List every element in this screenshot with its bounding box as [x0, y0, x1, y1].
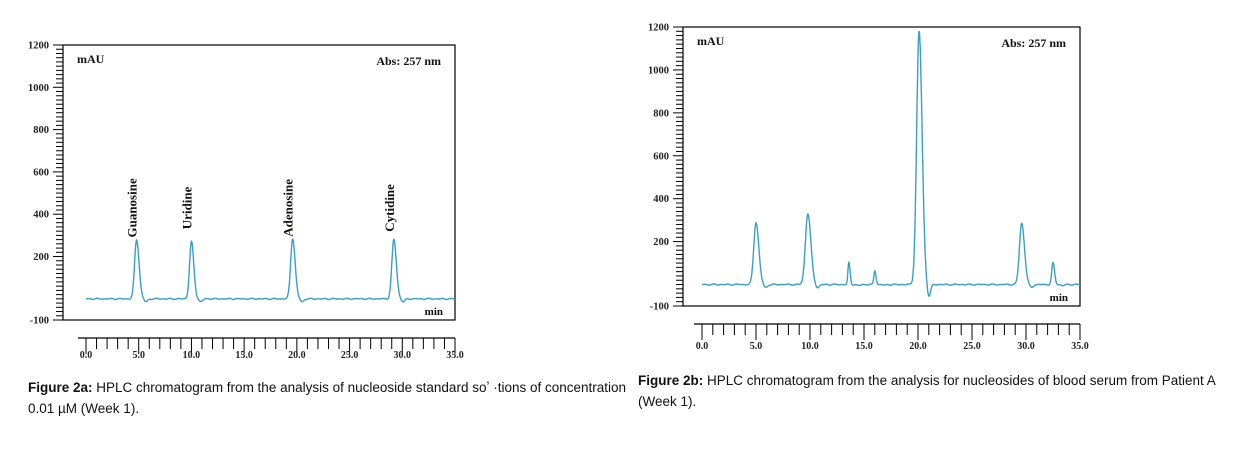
x-tick-label: 5.0 [750, 341, 763, 352]
y-tick-label: 1200 [648, 23, 669, 34]
chromatogram-figure-2a: -100 200 400 600 800 1000 1200 0.0 5.0 10.0 15.0 20… [20, 30, 470, 375]
figure-2b-caption: Figure 2b: HPLC chromatogram from the an… [638, 370, 1238, 412]
x-tick-label: 20.0 [909, 341, 927, 352]
y-tick-label: 1000 [648, 65, 669, 76]
y-tick-label: 200 [653, 237, 669, 248]
plot-frame [682, 26, 1081, 307]
y-tick-label: -100 [650, 302, 669, 313]
peak-label: Adenosine [281, 179, 296, 237]
y-tick-label: 800 [33, 125, 49, 136]
figure-2a-caption: Figure 2a: HPLC chromatogram from the an… [28, 377, 628, 419]
x-tick-label: 0.0 [80, 350, 93, 361]
y-tick-label: -100 [30, 316, 49, 327]
y-axis-title: mAU [77, 52, 105, 66]
figure-2a-caption-label: Figure 2a: [28, 380, 93, 395]
figure-2b-caption-label: Figure 2b: [638, 373, 704, 388]
chromatogram-trace [702, 30, 1080, 298]
y-axis-title: mAU [697, 34, 725, 48]
plot-frame [62, 44, 456, 321]
x-tick-label: 20.0 [288, 350, 306, 361]
chromatogram-trace [86, 238, 456, 303]
x-tick-label: 5.0 [132, 350, 145, 361]
y-tick-label: 200 [33, 252, 49, 263]
figure-2b-caption-text: HPLC chromatogram from the analysis for … [638, 373, 1215, 409]
chromatogram-figure-2b: -100 200 400 600 800 1000 1200 0.0 5.0 10.0 15.0 20… [630, 12, 1100, 362]
abs-annotation: Abs: 257 nm [376, 54, 441, 68]
y-tick-label: 400 [33, 210, 49, 221]
x-tick-label: 15.0 [855, 341, 873, 352]
x-axis-title: min [425, 306, 443, 318]
x-tick-label: 25.0 [963, 341, 981, 352]
x-tick-label: 15.0 [235, 350, 253, 361]
y-tick-label: 800 [653, 108, 669, 119]
x-tick-label: 0.0 [696, 341, 709, 352]
abs-annotation: Abs: 257 nm [1001, 36, 1066, 50]
y-tick-label: 1200 [28, 41, 49, 52]
x-tick-label: 10.0 [801, 341, 819, 352]
chart-svg: -100 200 400 600 800 1000 1200 0.0 5.0 10.0 15.0 20… [648, 23, 1089, 353]
x-tick-label: 35.0 [446, 350, 464, 361]
peak-label: Guanosine [125, 178, 140, 237]
y-tick-label: 400 [653, 194, 669, 205]
x-axis-title: min [1050, 292, 1068, 304]
peak-label: Uridine [179, 186, 194, 229]
y-tick-label: 600 [33, 167, 49, 178]
x-tick-label: 10.0 [183, 350, 201, 361]
figure-2a-caption-text: HPLC chromatogram from the analysis of n… [28, 380, 627, 416]
y-tick-label: 600 [653, 151, 669, 162]
peak-label: Cytidine [382, 184, 397, 232]
y-tick-label: 1000 [28, 83, 49, 94]
chart-svg: -100 200 400 600 800 1000 1200 0.0 5.0 10.0 15.0 20… [28, 41, 464, 362]
x-tick-label: 30.0 [394, 350, 412, 361]
x-tick-label: 35.0 [1071, 341, 1089, 352]
x-tick-label: 30.0 [1017, 341, 1035, 352]
x-tick-label: 25.0 [341, 350, 359, 361]
